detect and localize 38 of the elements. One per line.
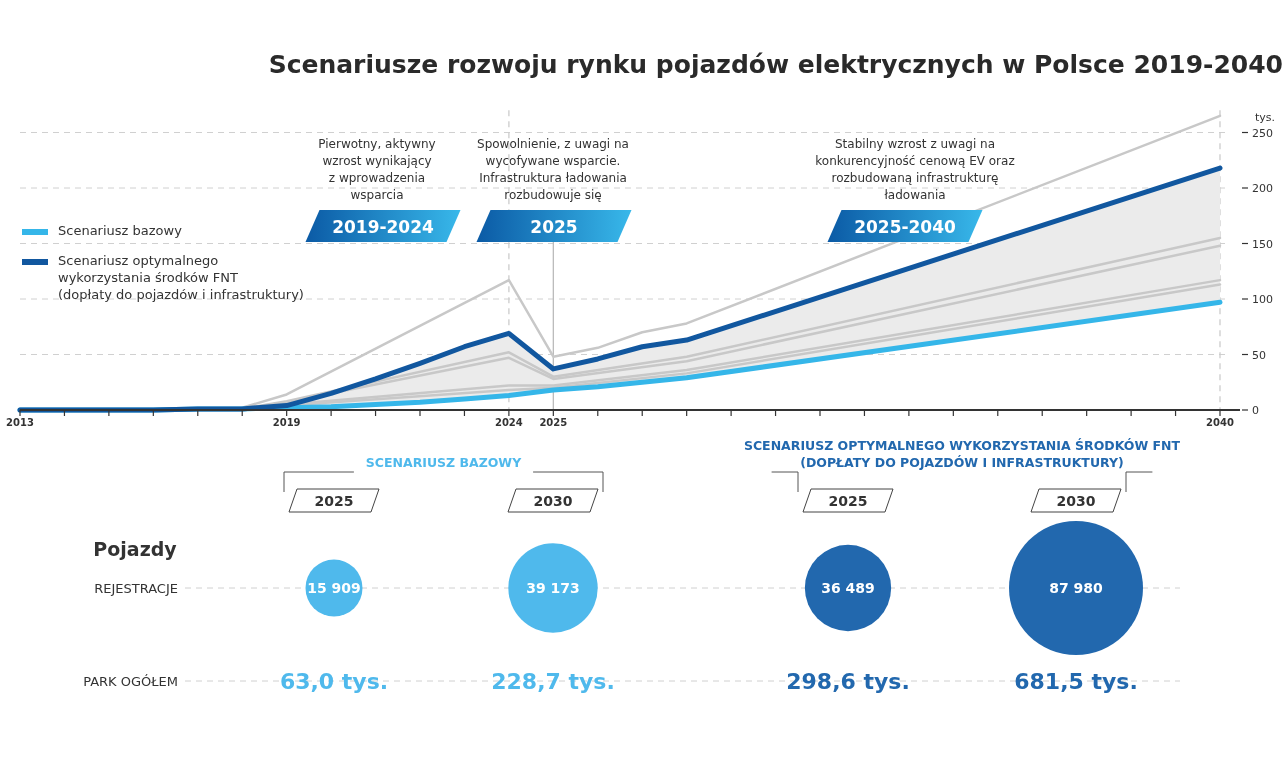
y-tick-label: 100	[1252, 293, 1273, 306]
y-tick-label: 150	[1252, 237, 1273, 251]
category-label: 2030	[1056, 493, 1096, 509]
text: 228,7 tys.	[491, 669, 615, 694]
chart-title: Scenariusze rozwoju rynku pojazdów elektrycznych w Polsce 2019-2040	[268, 50, 1283, 79]
y-tick-label: 0	[1252, 404, 1259, 417]
y-tick-label: 200	[1252, 182, 1273, 195]
annotation: Stabilny wzrost z uwagi na konkurencyjność cenową EV oraz rozbudowaną infrastrukturę ładowania	[815, 137, 1015, 202]
y-tick-label: 50	[1252, 348, 1266, 362]
category-label: 2025	[314, 493, 354, 509]
annotation: Spowolnienie, z uwagi na wycofywane wsparcie. Infrastruktura ładowania rozbudowuje się	[477, 137, 629, 202]
text: SCENARIUSZ BAZOWY	[365, 455, 523, 470]
data-label: 15 909	[307, 580, 361, 596]
text: 298,6 tys.	[786, 669, 910, 694]
legend-label: Scenariusz bazowy	[58, 223, 183, 238]
x-tick-label: 2013	[6, 417, 34, 428]
text: 63,0 tys.	[279, 669, 389, 694]
x-tick-label: 2019	[272, 417, 301, 428]
data-label: 39 173	[526, 580, 580, 596]
text: Pojazdy	[93, 538, 178, 560]
text: REJESTRACJE	[94, 581, 178, 596]
text: 2025	[828, 493, 868, 509]
text: SCENARIUSZ OPTYMALNEGO WYKORZYSTANIA ŚRODKÓW FNT (DOPŁATY DO POJAZDÓW I INFRASTRUKTURY)	[743, 438, 1181, 470]
x-tick-label: 2040	[1206, 417, 1234, 428]
annotation: 2025	[530, 217, 578, 237]
legend-label: Scenariusz optymalnego wykorzystania środków FNT (dopłaty do pojazdów i infrastruktury)	[58, 253, 304, 302]
data-label: 87 980	[1049, 580, 1104, 596]
x-tick-label: 2025	[539, 417, 568, 428]
annotation: Pierwotny, aktywny wzrost wynikający z wprowadzenia wsparcia	[318, 137, 436, 202]
data-label: 36 489	[821, 580, 875, 596]
annotation: 2019-2024	[332, 217, 435, 237]
text: 681,5 tys.	[1014, 669, 1138, 694]
category-label: 2030	[533, 493, 573, 509]
text: PARK OGÓŁEM	[83, 674, 178, 689]
annotation: 2025-2040	[854, 217, 957, 237]
x-tick-label: 2024	[494, 417, 523, 428]
y-tick-label: 250	[1252, 126, 1273, 140]
y-axis-title: tys.	[1255, 111, 1276, 124]
